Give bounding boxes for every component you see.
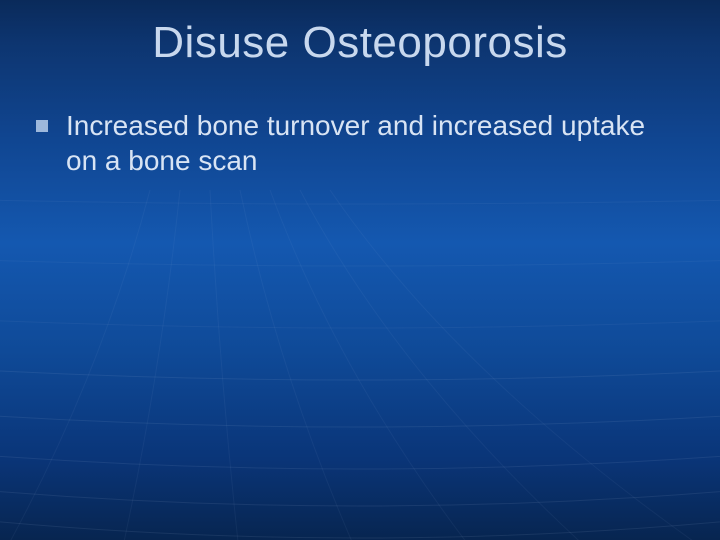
background-grid: [0, 0, 720, 540]
bullet-item: Increased bone turnover and increased up…: [36, 108, 680, 178]
bullet-text: Increased bone turnover and increased up…: [66, 108, 680, 178]
slide: Disuse Osteoporosis Increased bone turno…: [0, 0, 720, 540]
square-bullet-icon: [36, 120, 48, 132]
slide-body: Increased bone turnover and increased up…: [36, 108, 680, 178]
slide-title: Disuse Osteoporosis: [0, 18, 720, 68]
